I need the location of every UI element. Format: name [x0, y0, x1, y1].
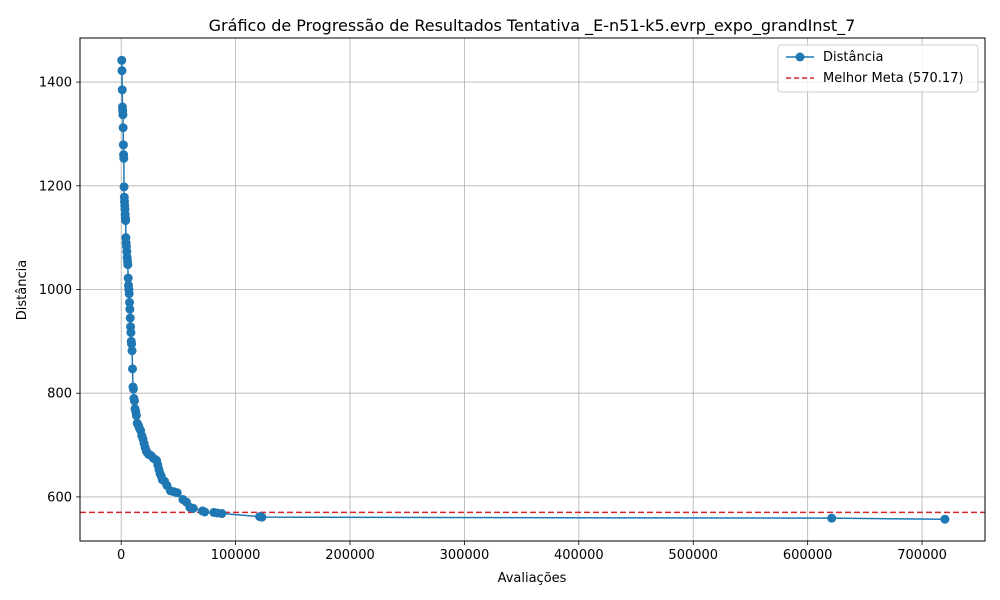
legend-target-label: Melhor Meta (570.17): [823, 71, 964, 86]
x-tick-label: 200000: [325, 548, 375, 563]
data-point: [127, 339, 137, 349]
data-point: [125, 313, 135, 323]
y-axis-label: Distância: [15, 260, 30, 320]
legend-series-marker: [795, 52, 805, 62]
data-point: [125, 304, 135, 314]
y-tick-label: 600: [47, 490, 72, 505]
data-point: [123, 260, 133, 270]
y-tick-label: 800: [47, 387, 72, 402]
data-point: [121, 216, 131, 226]
x-tick-label: 0: [117, 548, 125, 563]
data-point: [128, 364, 138, 374]
series-layer: [117, 55, 950, 524]
y-tick-label: 1400: [39, 76, 72, 91]
data-point: [200, 507, 210, 517]
data-point: [172, 488, 182, 498]
x-tick-label: 700000: [897, 548, 947, 563]
plot-area: [79, 37, 986, 542]
data-point: [188, 503, 198, 513]
data-point: [118, 140, 128, 150]
x-tick-label: 100000: [211, 548, 261, 563]
data-point: [124, 289, 134, 299]
data-point: [119, 182, 129, 192]
x-axis-label: Avaliações: [498, 571, 567, 586]
x-tick-label: 600000: [783, 548, 833, 563]
chart-title: Gráfico de Progressão de Resultados Tent…: [209, 16, 856, 36]
data-point: [119, 153, 129, 163]
data-point: [257, 512, 267, 522]
legend-series-label: Distância: [823, 50, 883, 65]
data-point: [118, 110, 128, 120]
data-point: [125, 297, 135, 307]
legend: Distância Melhor Meta (570.17): [777, 44, 979, 93]
data-point: [117, 85, 127, 95]
data-point: [128, 384, 138, 394]
y-axis: 600 800 1000 1200 1400: [39, 76, 80, 505]
data-point: [217, 509, 227, 519]
data-point: [118, 123, 128, 133]
y-tick-label: 1200: [39, 179, 72, 194]
data-point: [827, 513, 837, 523]
data-point: [127, 346, 137, 356]
data-point: [129, 396, 139, 406]
y-tick-label: 1000: [39, 283, 72, 298]
legend-box: [777, 44, 979, 93]
data-point: [131, 411, 141, 421]
x-tick-label: 500000: [668, 548, 718, 563]
data-point: [117, 55, 127, 65]
data-point: [123, 273, 133, 283]
data-point: [117, 66, 127, 76]
x-axis: 0 100000 200000 300000 400000 500000 600000 700…: [117, 541, 947, 563]
data-point: [940, 514, 950, 524]
x-tick-label: 300000: [440, 548, 490, 563]
data-point: [126, 328, 136, 338]
grid: [80, 38, 985, 541]
x-tick-label: 400000: [554, 548, 604, 563]
